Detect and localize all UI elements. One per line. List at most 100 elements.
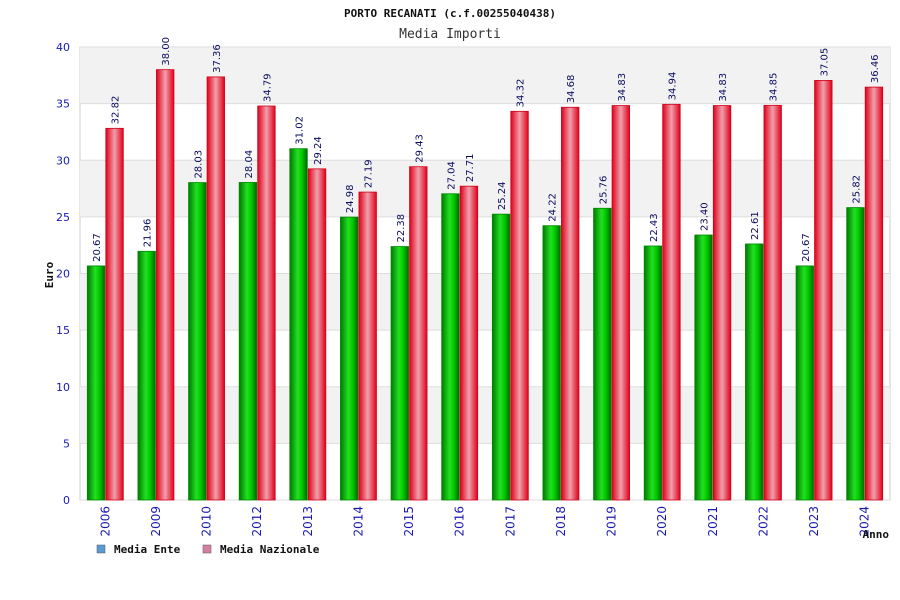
y-tick-label: 35 (56, 98, 70, 111)
data-label: 37.05 (819, 48, 830, 77)
legend-label: Media Ente (114, 543, 181, 556)
bar-media-nazionale (358, 191, 377, 501)
y-tick-label: 5 (63, 437, 70, 450)
bar-media-ente (188, 182, 207, 501)
bar-media-nazionale (156, 69, 175, 501)
x-tick-label: 2010 (200, 506, 214, 537)
bar-media-nazionale (814, 80, 833, 501)
data-label: 27.71 (465, 154, 476, 183)
x-tick-label: 2021 (706, 506, 720, 537)
data-label: 34.83 (718, 73, 729, 102)
x-tick-label: 2009 (149, 506, 163, 537)
legend-swatch (202, 544, 212, 554)
data-label: 22.38 (396, 214, 407, 243)
x-tick-label: 2018 (554, 506, 568, 537)
bar-media-nazionale (662, 103, 681, 501)
bar-media-nazionale (307, 168, 327, 501)
x-tick-label: 2023 (807, 506, 821, 537)
data-label: 20.67 (801, 233, 812, 262)
bar-media-nazionale (459, 185, 479, 501)
bar-media-nazionale (105, 127, 124, 501)
data-label: 38.00 (161, 37, 172, 66)
bar-media-ente (542, 225, 561, 501)
data-label: 20.67 (92, 233, 103, 262)
y-tick-label: 30 (56, 154, 70, 167)
bars: 20.67 32.82 21.96 38.00 28.03 37.36 28.04 34.79… (86, 37, 884, 501)
data-label: 32.82 (111, 96, 122, 125)
data-label: 24.98 (345, 184, 356, 213)
bar-media-ente (441, 193, 460, 501)
data-label: 29.43 (414, 134, 425, 163)
data-label: 25.82 (851, 175, 862, 204)
x-tick-label: 2016 (453, 506, 467, 537)
bar-media-nazionale (561, 106, 580, 501)
data-label: 27.19 (364, 159, 375, 188)
x-tick-label: 2017 (503, 506, 517, 537)
bar-media-ente (137, 250, 156, 501)
bar-media-ente (86, 265, 106, 501)
chart-subtitle: Media Importi (399, 27, 501, 42)
bar-media-ente (289, 148, 308, 501)
x-tick-label: 2024 (858, 506, 872, 537)
x-tick-label: 2020 (655, 506, 669, 537)
bar-media-ente (340, 216, 359, 501)
y-tick-label: 40 (56, 41, 70, 54)
bar-media-nazionale (864, 86, 884, 501)
bar-media-nazionale (409, 166, 428, 501)
data-label: 37.36 (212, 44, 223, 73)
bar-media-ente (593, 207, 612, 501)
legend-swatch (96, 544, 106, 554)
bar-media-ente (390, 246, 409, 501)
x-tick-label: 2012 (250, 506, 264, 537)
bar-media-ente (694, 234, 713, 501)
data-label: 27.04 (446, 161, 457, 190)
data-label: 34.32 (516, 79, 527, 108)
y-tick-label: 0 (63, 494, 70, 507)
data-label: 34.68 (566, 75, 577, 104)
data-label: 25.76 (598, 176, 609, 205)
data-label: 24.22 (548, 193, 559, 222)
x-tick-label: 2015 (402, 506, 416, 537)
bar-media-ente (795, 265, 814, 501)
data-label: 22.43 (649, 213, 660, 242)
x-tick-label: 2013 (301, 506, 315, 537)
data-label: 25.24 (497, 182, 508, 211)
bar-media-ente (491, 213, 511, 501)
chart-title: PORTO RECANATI (c.f.00255040438) (344, 7, 556, 20)
data-label: 22.61 (750, 211, 761, 240)
bar-media-nazionale (763, 104, 782, 501)
data-label: 34.85 (769, 73, 780, 102)
data-label: 21.96 (143, 219, 154, 248)
data-label: 28.03 (193, 150, 204, 179)
bar-media-nazionale (206, 76, 225, 501)
bar-media-ente (745, 243, 764, 501)
x-tick-label: 2006 (98, 506, 112, 537)
x-tick-label: 2014 (351, 506, 365, 537)
data-label: 34.94 (667, 72, 678, 101)
bar-media-ente (238, 182, 258, 501)
y-tick-label: 15 (56, 324, 70, 337)
data-label: 23.40 (700, 202, 711, 231)
legend-label: Media Nazionale (220, 543, 320, 556)
data-label: 34.83 (617, 73, 628, 102)
bar-media-nazionale (712, 105, 732, 501)
y-tick-label: 20 (56, 268, 70, 281)
y-tick-label: 10 (56, 381, 70, 394)
x-axis: 2006 2009 2010 2012 2013 2014 2015 2016 2017 2018… (98, 506, 871, 537)
bar-media-nazionale (611, 105, 630, 501)
bar-media-ente (846, 207, 865, 501)
x-tick-label: 2019 (605, 506, 619, 537)
data-label: 28.04 (244, 150, 255, 179)
data-label: 31.02 (295, 116, 306, 145)
bar-media-nazionale (257, 105, 276, 501)
y-tick-label: 25 (56, 211, 70, 224)
bar-media-nazionale (510, 110, 529, 501)
x-axis-label: Anno (863, 528, 890, 541)
y-axis: 0 5 10 15 20 25 30 35 40 (56, 41, 70, 507)
x-tick-label: 2022 (756, 506, 770, 537)
data-label: 34.79 (262, 73, 273, 102)
legend: Media Ente Media Nazionale (96, 543, 320, 556)
bar-media-ente (643, 245, 663, 501)
data-label: 29.24 (313, 136, 324, 165)
